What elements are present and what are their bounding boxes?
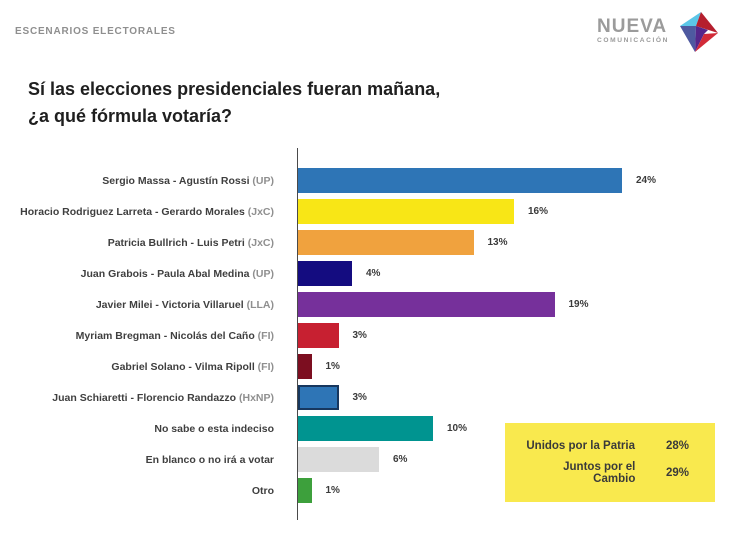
bar-track: 24% [298, 168, 721, 193]
bar-row: No sabe o esta indeciso 10% [15, 416, 721, 441]
value-bar [298, 478, 312, 503]
category-label: Juan Schiaretti - Florencio Randazzo (Hx… [15, 392, 282, 404]
bar-row: En blanco o no irá a votar 6% [15, 447, 721, 472]
candidate-name: No sabe o esta indeciso [154, 422, 274, 435]
bar-row: Gabriel Solano - Vilma Ripoll (FI) 1% [15, 354, 721, 379]
coalition-total-row: Unidos por la Patria 28% [519, 440, 689, 452]
candidate-name: Gabriel Solano - Vilma Ripoll [111, 360, 255, 373]
chart-title: Sí las elecciones presidenciales fueran … [28, 76, 440, 130]
category-label: Otro [15, 485, 282, 497]
value-label: 24% [636, 175, 657, 186]
candidate-name: Patricia Bullrich - Luis Petri [107, 236, 245, 249]
bar-chart: Sergio Massa - Agustín Rossi (UP) 24% Hora… [15, 148, 721, 520]
bar-row: Myriam Bregman - Nicolás del Caño (FI) 3% [15, 323, 721, 348]
value-bar [298, 292, 555, 317]
category-label: No sabe o esta indeciso [15, 423, 282, 435]
value-bar [298, 261, 352, 286]
coalition-total-row: Juntos por el Cambio 29% [519, 461, 689, 485]
coalition-name: Juntos por el Cambio [563, 461, 636, 485]
candidate-name: En blanco o no irá a votar [145, 453, 274, 466]
bar-row: Sergio Massa - Agustín Rossi (UP) 24% [15, 168, 721, 193]
candidate-name: Horacio Rodriguez Larreta - Gerardo Mora… [20, 205, 245, 218]
candidate-name: Juan Grabois - Paula Abal Medina [80, 267, 250, 280]
value-label: 6% [393, 454, 408, 465]
bar-row: Patricia Bullrich - Luis Petri (JxC) 13% [15, 230, 721, 255]
coalition-totals-box: Unidos por la Patria 28% Juntos por el Cam… [505, 423, 715, 502]
value-bar [298, 199, 514, 224]
chart-title-line1: Sí las elecciones presidenciales fueran … [28, 79, 441, 99]
coalition-name: Unidos por la Patria [526, 440, 635, 452]
chart-title-line2: ¿a qué fórmula votaría? [28, 106, 233, 126]
brand-logo-text: NUEVA COMUNICACIÓN [597, 16, 669, 44]
bar-row: Otro 1% [15, 478, 721, 503]
party-abbreviation: (JxC) [244, 205, 274, 218]
bar-track: 3% [298, 385, 721, 410]
party-abbreviation: (FI) [254, 329, 274, 342]
value-label: 13% [487, 237, 508, 248]
bar-track: 10% [298, 416, 721, 441]
y-axis-line [297, 148, 298, 520]
candidate-name: Myriam Bregman - Nicolás del Caño [75, 329, 255, 342]
brand-logo: NUEVA COMUNICACIÓN [597, 12, 718, 52]
bar-row: Juan Schiaretti - Florencio Randazzo (Hx… [15, 385, 721, 410]
party-abbreviation: (HxNP) [236, 391, 274, 404]
candidate-name: Sergio Massa - Agustín Rossi [102, 174, 250, 187]
coalition-percentage: 28% [665, 440, 689, 452]
value-bar [298, 385, 339, 410]
category-label: Gabriel Solano - Vilma Ripoll (FI) [15, 361, 282, 373]
party-abbreviation: (UP) [249, 174, 274, 187]
bar-track: 19% [298, 292, 721, 317]
coalition-percentage: 29% [665, 467, 689, 479]
party-abbreviation: (UP) [249, 267, 274, 280]
candidate-name: Otro [251, 484, 274, 497]
bar-track: 1% [298, 354, 721, 379]
category-label: Horacio Rodriguez Larreta - Gerardo Mora… [15, 206, 282, 218]
bar-row: Javier Milei - Victoria Villaruel (LLA) 1… [15, 292, 721, 317]
value-label: 3% [352, 392, 367, 403]
bar-track: 16% [298, 199, 721, 224]
category-label: Sergio Massa - Agustín Rossi (UP) [15, 175, 282, 187]
bar-track: 13% [298, 230, 721, 255]
brand-subname: COMUNICACIÓN [597, 37, 669, 44]
candidate-name: Javier Milei - Victoria Villaruel [95, 298, 244, 311]
candidate-name: Juan Schiaretti - Florencio Randazzo [52, 391, 237, 404]
value-label: 16% [528, 206, 549, 217]
bar-rows: Sergio Massa - Agustín Rossi (UP) 24% Hora… [15, 168, 721, 509]
value-bar [298, 168, 622, 193]
section-kicker: ESCENARIOS ELECTORALES [15, 26, 176, 37]
bar-track: 6% [298, 447, 721, 472]
value-label: 1% [325, 485, 340, 496]
value-bar [298, 230, 474, 255]
value-bar [298, 447, 379, 472]
value-bar [298, 416, 433, 441]
brand-pinwheel-icon [680, 12, 718, 52]
bar-track: 4% [298, 261, 721, 286]
value-label: 1% [325, 361, 340, 372]
bar-track: 1% [298, 478, 721, 503]
category-label: Myriam Bregman - Nicolás del Caño (FI) [15, 330, 282, 342]
value-label: 4% [366, 268, 381, 279]
bar-row: Horacio Rodriguez Larreta - Gerardo Mora… [15, 199, 721, 224]
category-label: Patricia Bullrich - Luis Petri (JxC) [15, 237, 282, 249]
category-label: En blanco o no irá a votar [15, 454, 282, 466]
bar-track: 3% [298, 323, 721, 348]
party-abbreviation: (LLA) [243, 298, 274, 311]
party-abbreviation: (FI) [254, 360, 274, 373]
value-label: 19% [568, 299, 589, 310]
value-label: 10% [447, 423, 468, 434]
party-abbreviation: (JxC) [244, 236, 274, 249]
brand-name: NUEVA [597, 16, 668, 37]
value-bar [298, 323, 339, 348]
value-label: 3% [352, 330, 367, 341]
bar-row: Juan Grabois - Paula Abal Medina (UP) 4% [15, 261, 721, 286]
category-label: Javier Milei - Victoria Villaruel (LLA) [15, 299, 282, 311]
value-bar [298, 354, 312, 379]
category-label: Juan Grabois - Paula Abal Medina (UP) [15, 268, 282, 280]
